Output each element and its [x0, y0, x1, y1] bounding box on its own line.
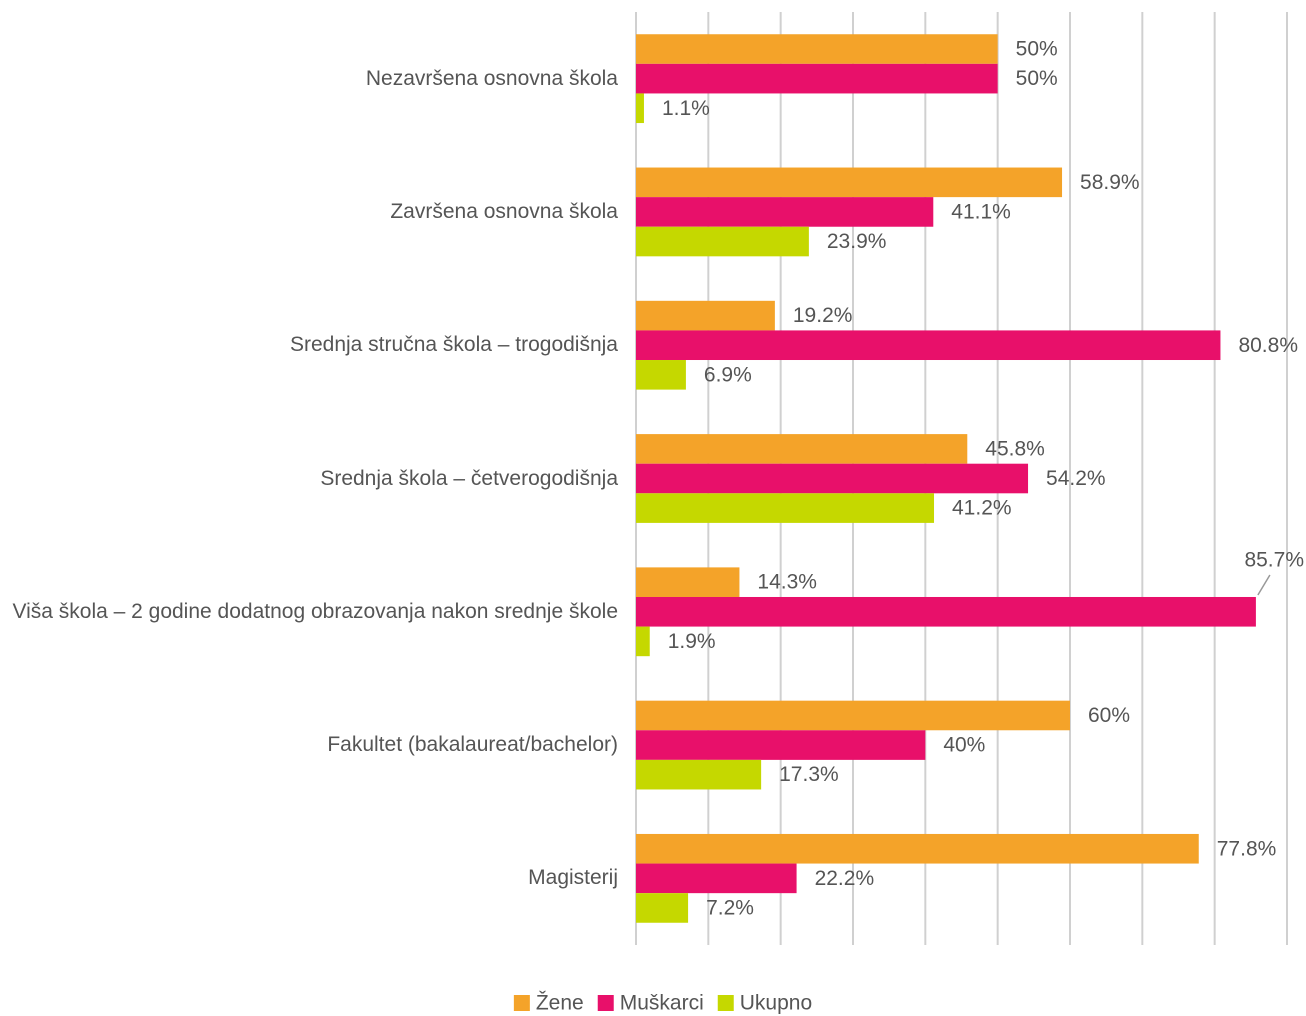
category-label: Fakultet (bakalaureat/bachelor)	[327, 733, 618, 757]
bar	[636, 63, 998, 94]
value-label: 54.2%	[1046, 467, 1106, 490]
value-label: 7.2%	[706, 897, 754, 920]
value-label: 19.2%	[793, 304, 853, 327]
bar	[636, 493, 935, 523]
bar	[636, 434, 968, 464]
bar	[636, 300, 775, 331]
bar	[636, 863, 797, 894]
bar	[636, 34, 998, 64]
category-label: Srednja stručna škola – trogodišnja	[289, 333, 618, 357]
value-label: 80.8%	[1238, 334, 1298, 357]
bar	[636, 226, 809, 257]
category-label: Srednja škola – četverogodišnja	[320, 466, 618, 490]
value-label: 1.9%	[668, 630, 716, 653]
bar	[636, 833, 1199, 864]
bar	[636, 700, 1070, 731]
value-label: 1.1%	[662, 97, 710, 120]
value-label: 60%	[1088, 704, 1130, 727]
value-label: 50%	[1016, 38, 1058, 61]
value-label: 14.3%	[757, 571, 817, 594]
category-label: Završena osnovna škola	[390, 199, 618, 223]
value-label: 41.2%	[952, 497, 1012, 520]
category-label: Viša škola – 2 godine dodatnog obrazovan…	[12, 599, 618, 623]
bar	[636, 730, 926, 760]
bar	[636, 463, 1029, 494]
bar	[636, 759, 762, 790]
category-label: Magisterij	[528, 866, 618, 890]
value-label: 6.9%	[704, 363, 752, 386]
bar	[636, 167, 1063, 198]
value-label: 45.8%	[985, 437, 1045, 460]
bar	[636, 360, 686, 390]
bar	[636, 596, 1256, 627]
legend-label: Ukupno	[740, 992, 812, 1015]
bar	[636, 330, 1221, 361]
category-label: Nezavršena osnovna škola	[365, 66, 618, 90]
leader-line	[1257, 574, 1271, 596]
bar	[636, 893, 689, 923]
value-label: 41.1%	[951, 200, 1011, 223]
legend-swatch	[717, 995, 734, 1011]
bar	[636, 567, 740, 597]
value-label: 17.3%	[779, 763, 839, 786]
value-label: 40%	[943, 734, 985, 757]
value-label: 23.9%	[827, 230, 887, 253]
value-label: 77.8%	[1217, 837, 1277, 860]
value-label: 58.9%	[1080, 171, 1140, 194]
legend-label: Muškarci	[620, 992, 704, 1015]
value-label: 22.2%	[815, 867, 875, 890]
legend-swatch	[513, 995, 530, 1011]
bar	[636, 93, 644, 124]
value-label: 85.7%	[1244, 549, 1304, 572]
value-label: 50%	[1016, 67, 1058, 90]
bar	[636, 626, 650, 657]
bar	[636, 197, 934, 227]
legend-swatch	[597, 995, 614, 1011]
legend-label: Žene	[536, 992, 584, 1015]
